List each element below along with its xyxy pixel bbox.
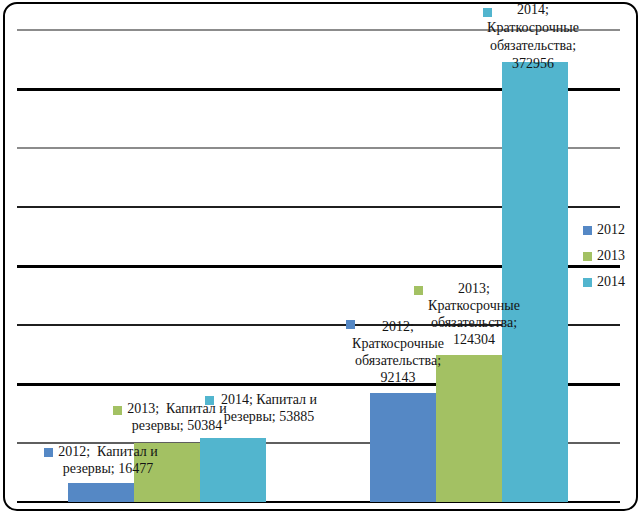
- legend-item-label: 2012: [597, 222, 625, 238]
- data-label-swatch-icon: [414, 286, 423, 295]
- data-label-line: 2014; Капитал и: [214, 391, 324, 408]
- data-label-line: 92143: [350, 369, 446, 386]
- bar-2012-category-0: [68, 483, 134, 502]
- data-label-line: резервы; 53885: [214, 408, 324, 425]
- data-label-line: обязательства;: [424, 314, 524, 331]
- data-label-line: Краткосрочные: [424, 297, 524, 314]
- bar-2014-category-0: [200, 438, 266, 502]
- legend-item-2012: 2012: [583, 222, 625, 238]
- data-label-line: резервы; 16477: [52, 460, 164, 477]
- legend-item-2014: 2014: [583, 274, 625, 290]
- legend-item-label: 2014: [597, 274, 625, 290]
- data-label-line: обязательства;: [350, 352, 446, 369]
- bar-2012-category-1: [370, 393, 436, 502]
- data-label-swatch-icon: [113, 406, 122, 415]
- chart-canvas: 2012; Капитал ирезервы; 164772013; Капит…: [0, 0, 641, 513]
- data-label: 2014; Капитал ирезервы; 53885: [214, 391, 324, 425]
- data-label-line: 2013;: [424, 280, 524, 297]
- data-label-line: 124304: [424, 331, 524, 348]
- data-label-line: 2012; Капитал и: [52, 443, 164, 460]
- legend-swatch-icon: [583, 278, 592, 287]
- legend-item-2013: 2013: [583, 248, 625, 264]
- data-label-swatch-icon: [205, 396, 214, 405]
- data-label: 2012; Капитал ирезервы; 16477: [52, 443, 164, 477]
- data-label-line: обязательства;: [480, 37, 586, 55]
- legend: 2012 2013 2014: [583, 222, 625, 290]
- data-label-line: 2014;: [480, 1, 586, 19]
- data-label: 2013;Краткосрочныеобязательства;124304: [424, 280, 524, 348]
- legend-item-label: 2013: [597, 248, 625, 264]
- data-label-line: Краткосрочные: [480, 19, 586, 37]
- data-label-line: 372956: [480, 55, 586, 73]
- legend-swatch-icon: [583, 226, 592, 235]
- data-label: 2014;Краткосрочныеобязательства;372956: [480, 1, 586, 73]
- legend-swatch-icon: [583, 252, 592, 261]
